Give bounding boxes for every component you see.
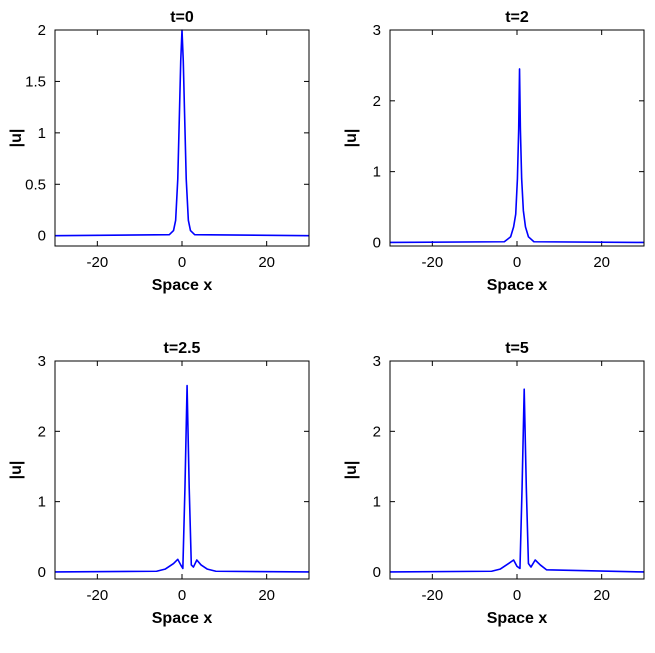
- x-axis-label: Space x: [152, 610, 213, 627]
- x-tick-label: 0: [178, 254, 186, 271]
- y-tick-label: 3: [373, 353, 381, 370]
- x-tick-label: 20: [593, 254, 610, 271]
- x-tick-label: 20: [258, 254, 275, 271]
- x-axis-label: Space x: [487, 277, 548, 294]
- x-tick-label: -20: [86, 587, 108, 604]
- axes-frame: [54, 360, 310, 580]
- y-tick-label: 0: [38, 228, 46, 245]
- x-tick-label: 0: [513, 587, 521, 604]
- x-tick-label: -20: [421, 587, 443, 604]
- y-axis-label: |u|: [343, 461, 360, 480]
- y-tick-label: 2: [373, 93, 381, 110]
- x-tick-label: -20: [86, 254, 108, 271]
- y-tick-label: 1: [38, 494, 46, 511]
- subplot-1: -20 0 20 0 0.5 1 1.5 2 t=0 Space x |u|: [8, 9, 310, 294]
- x-tick-label: 0: [178, 587, 186, 604]
- y-tick-label: 1.5: [25, 73, 46, 90]
- y-tick-label: 1: [38, 125, 46, 142]
- y-tick-label: 3: [38, 353, 46, 370]
- subplot-4: -20 0 20 0 1 2 3 t=5 Space x |u|: [343, 340, 645, 627]
- y-tick-label: 2: [38, 423, 46, 440]
- x-tick-label: 20: [258, 587, 275, 604]
- x-tick-label: -20: [421, 254, 443, 271]
- subplot-3: -20 0 20 0 1 2 3 t=2.5 Space x |u|: [8, 340, 310, 627]
- y-axis-label: |u|: [343, 129, 360, 148]
- y-tick-label: 0.5: [25, 176, 46, 193]
- series-line: [389, 68, 645, 244]
- y-tick-label: 1: [373, 494, 381, 511]
- subplot-title: t=0: [170, 9, 194, 26]
- x-tick-label: 20: [593, 587, 610, 604]
- y-tick-label: 1: [373, 164, 381, 181]
- y-tick-label: 0: [373, 234, 381, 251]
- subplot-title: t=5: [505, 340, 529, 357]
- y-tick-label: 2: [38, 22, 46, 39]
- x-tick-label: 0: [513, 254, 521, 271]
- y-tick-label: 3: [373, 22, 381, 39]
- y-axis-label: |u|: [8, 461, 25, 480]
- y-tick-label: 2: [373, 423, 381, 440]
- axes-frame: [54, 29, 310, 247]
- y-tick-label: 0: [373, 564, 381, 581]
- series-line: [54, 384, 310, 573]
- y-axis-label: |u|: [8, 129, 25, 148]
- subplot-title: t=2: [505, 9, 529, 26]
- axes-frame: [389, 29, 645, 247]
- subplot-title: t=2.5: [164, 340, 201, 357]
- series-line: [389, 388, 645, 573]
- x-axis-label: Space x: [152, 277, 213, 294]
- axes-frame: [389, 360, 645, 580]
- x-axis-label: Space x: [487, 610, 548, 627]
- subplot-2: -20 0 20 0 1 2 3 t=2 Space x |u|: [343, 9, 645, 294]
- y-tick-label: 0: [38, 564, 46, 581]
